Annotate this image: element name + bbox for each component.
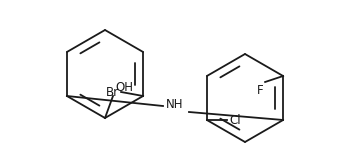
Text: F: F bbox=[257, 84, 263, 97]
Text: Cl: Cl bbox=[229, 113, 241, 127]
Text: NH: NH bbox=[166, 98, 184, 112]
Text: OH: OH bbox=[115, 81, 133, 94]
Text: Br: Br bbox=[106, 85, 119, 98]
